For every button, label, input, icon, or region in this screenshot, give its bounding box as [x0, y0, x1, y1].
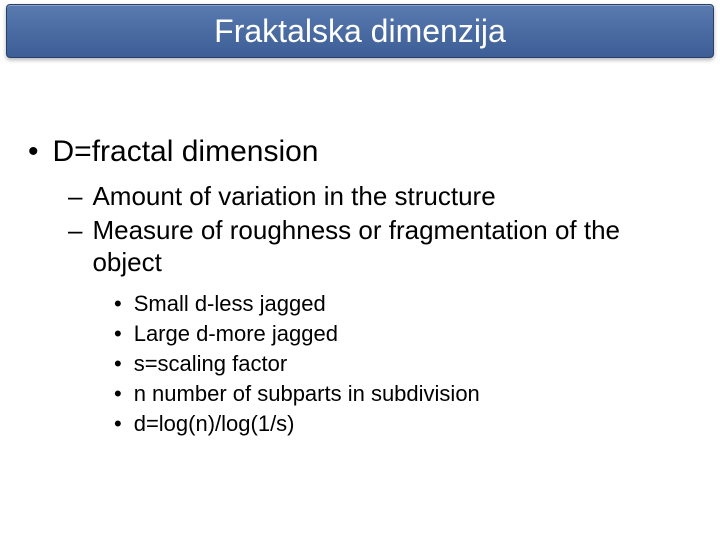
- slide-title: Fraktalska dimenzija: [214, 13, 506, 50]
- bullet-level3: • n number of subparts in subdivision: [114, 380, 692, 408]
- bullet-level3: • s=scaling factor: [114, 350, 692, 378]
- bullet-level1: • D=fractal dimension: [28, 134, 692, 170]
- title-bar: Fraktalska dimenzija: [6, 4, 714, 58]
- dash-icon: –: [68, 214, 82, 246]
- bullet-dot-icon: •: [114, 320, 122, 348]
- bullet-dot-icon: •: [114, 290, 122, 318]
- bullet-dot-icon: •: [28, 134, 39, 170]
- level3-group: • Small d-less jagged • Large d-more jag…: [28, 280, 692, 438]
- level2-text: Measure of roughness or fragmentation of…: [92, 214, 692, 278]
- bullet-level2: – Amount of variation in the structure: [28, 180, 692, 212]
- level3-text: n number of subparts in subdivision: [134, 380, 480, 408]
- bullet-dot-icon: •: [114, 380, 122, 408]
- slide-content: • D=fractal dimension – Amount of variat…: [0, 58, 720, 438]
- bullet-level3: • d=log(n)/log(1/s): [114, 410, 692, 438]
- bullet-level3: • Small d-less jagged: [114, 290, 692, 318]
- level3-text: Large d-more jagged: [134, 320, 338, 348]
- bullet-dot-icon: •: [114, 350, 122, 378]
- level3-text: Small d-less jagged: [134, 290, 326, 318]
- bullet-dot-icon: •: [114, 410, 122, 438]
- bullet-level2: – Measure of roughness or fragmentation …: [28, 214, 692, 278]
- dash-icon: –: [68, 180, 82, 212]
- level2-text: Amount of variation in the structure: [92, 180, 495, 212]
- level3-text: s=scaling factor: [134, 350, 287, 378]
- level3-text: d=log(n)/log(1/s): [134, 410, 295, 438]
- bullet-level3: • Large d-more jagged: [114, 320, 692, 348]
- level1-text: D=fractal dimension: [53, 134, 319, 170]
